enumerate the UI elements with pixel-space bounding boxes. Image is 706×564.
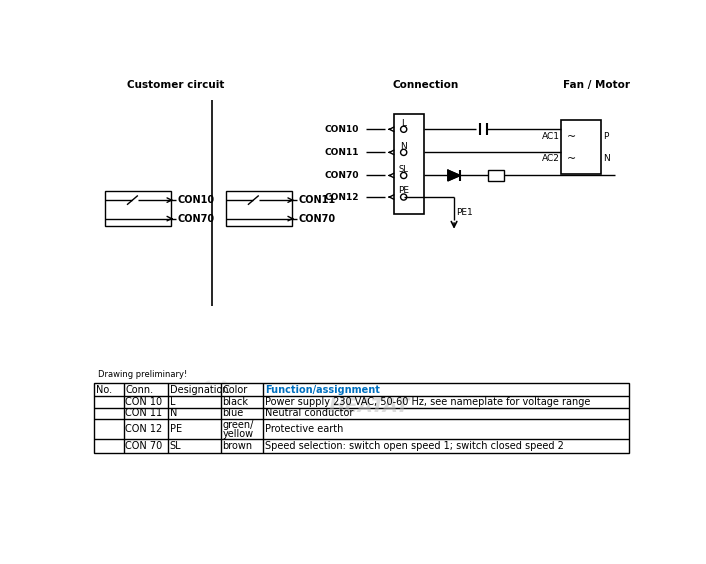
Text: N: N (400, 142, 407, 151)
Text: L: L (401, 118, 406, 127)
Bar (561, 120, 602, 174)
Text: CON12: CON12 (324, 192, 359, 201)
Text: P: P (603, 133, 609, 142)
Bar (488, 170, 503, 181)
Text: CON10: CON10 (177, 195, 215, 205)
Text: CON70: CON70 (298, 214, 335, 223)
Text: Protective earth: Protective earth (265, 424, 343, 434)
Text: Neutral conductor: Neutral conductor (265, 408, 353, 418)
Text: black: black (222, 397, 249, 407)
Text: AC2: AC2 (542, 154, 559, 163)
Text: Power supply 230 VAC, 50-60 Hz, see nameplate for voltage range: Power supply 230 VAC, 50-60 Hz, see name… (265, 397, 590, 407)
Polygon shape (448, 170, 460, 181)
Text: N: N (603, 154, 609, 163)
Text: Designation: Designation (169, 385, 228, 395)
Text: CON70: CON70 (324, 171, 359, 180)
Text: PE: PE (169, 424, 181, 434)
Text: brown: brown (222, 440, 253, 451)
Text: CON 11: CON 11 (126, 408, 162, 418)
Text: CON 10: CON 10 (126, 397, 162, 407)
Text: Conn.: Conn. (126, 385, 154, 395)
Text: ~: ~ (566, 132, 575, 142)
Text: Fan / Motor: Fan / Motor (563, 80, 630, 90)
Text: ~: ~ (566, 153, 575, 164)
Text: L: L (169, 397, 175, 407)
Text: Drawing preliminary!: Drawing preliminary! (97, 369, 187, 378)
Text: CON 12: CON 12 (126, 424, 162, 434)
Bar (105, 191, 171, 226)
Text: PE1: PE1 (456, 208, 473, 217)
Ellipse shape (229, 403, 246, 409)
Bar (95, 384, 629, 453)
Text: Function/assignment: Function/assignment (265, 385, 380, 395)
Text: AC1: AC1 (542, 133, 559, 142)
Ellipse shape (186, 403, 203, 409)
Text: SL: SL (399, 165, 409, 174)
Text: PE: PE (398, 186, 409, 195)
Text: N: N (169, 408, 177, 418)
Ellipse shape (222, 380, 232, 395)
Ellipse shape (201, 418, 210, 433)
Bar (226, 191, 292, 226)
Bar (395, 114, 424, 214)
Ellipse shape (222, 418, 232, 433)
Text: CON70: CON70 (177, 214, 215, 223)
Ellipse shape (201, 380, 210, 395)
Text: SL: SL (169, 440, 181, 451)
Text: Speed selection: switch open speed 1; switch closed speed 2: Speed selection: switch open speed 1; sw… (265, 440, 564, 451)
Text: blue: blue (222, 408, 244, 418)
Text: CON11: CON11 (298, 195, 335, 205)
Text: CON10: CON10 (324, 125, 359, 134)
Circle shape (212, 402, 221, 411)
Text: Connection: Connection (393, 80, 458, 90)
Text: green/: green/ (222, 420, 253, 430)
Text: yellow: yellow (222, 429, 253, 439)
Text: Customer circuit: Customer circuit (127, 80, 225, 90)
Text: No.: No. (96, 385, 112, 395)
Text: HEATAT: HEATAT (328, 397, 409, 416)
Text: CON11: CON11 (324, 148, 359, 157)
Text: Color: Color (222, 385, 248, 395)
Text: CON 70: CON 70 (126, 440, 162, 451)
